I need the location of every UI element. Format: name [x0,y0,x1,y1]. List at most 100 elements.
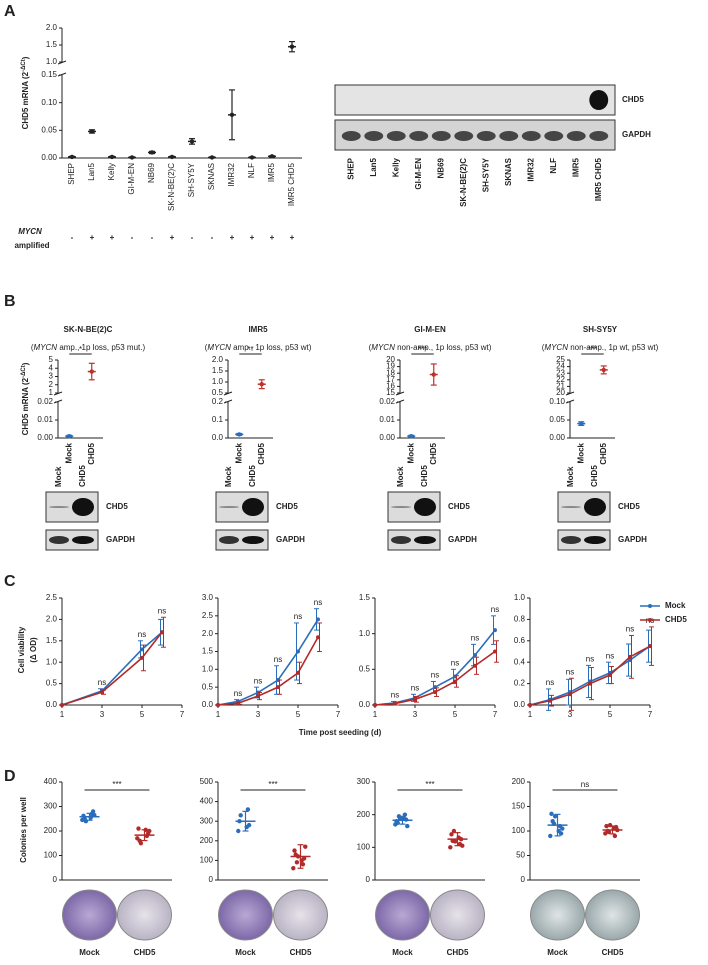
y-tick-label: 500 [200,777,214,786]
y-tick-label: 0.02 [379,397,395,406]
y-tick-label: 300 [200,816,214,825]
data-point [601,367,606,373]
data-point [136,826,141,831]
series-line [61,631,163,706]
y-tick-label: 2.0 [46,615,58,624]
data-point [373,703,377,707]
y-tick-label: 0.0 [212,433,224,442]
significance: *** [588,345,597,354]
x-tick-label: CHD5 [134,948,156,957]
data-point [259,382,264,387]
significance: ns [391,691,399,700]
lane-label: SHEP [346,157,355,179]
y-tick-label: 21 [556,382,565,391]
legend-label: Mock [665,601,686,610]
text-part: CHD5 mRNA (2 [21,377,30,435]
lane-label: Mock [54,466,63,487]
mycn-label: MYCN [18,227,42,236]
data-point [209,155,215,160]
y-tick-label: 0.05 [41,125,57,134]
y-tick-label: 300 [44,802,58,811]
y-tick-label: 1.5 [46,636,58,645]
y-tick-label: 2.0 [202,629,214,638]
text-part: amp., 1p loss, p53 wt) [231,343,312,352]
band [521,131,541,141]
text-part: CHD5 mRNA (2 [21,71,30,129]
band [341,131,361,141]
y-tick-label: 0 [366,875,371,884]
lane-label: IMR32 [526,157,535,181]
x-tick-label: CHD5 [429,442,438,464]
text-part: -ΔCt [21,365,27,378]
x-tick-label: IMR5 CHD5 [287,162,296,206]
mycn-sign: + [250,233,255,242]
band [219,506,239,508]
y-tick-label: 0.02 [37,397,53,406]
data-point [606,829,612,835]
colony-well [218,889,273,941]
mycn-sign: + [90,233,95,242]
data-point [149,150,155,155]
data-point [69,154,75,160]
y-tick-label: 1.5 [212,366,224,375]
x-tick-label: SHEP [67,163,76,185]
data-point [431,372,436,377]
text-part: ( [31,343,34,352]
lane-label: IMR5 CHD5 [594,157,603,201]
data-point [246,822,252,828]
band [584,498,606,516]
x-tick-label: 1 [528,710,533,719]
x-tick-label: Mock [235,948,256,957]
y-tick-label: 19 [386,362,395,371]
y-tick-label: 0.10 [549,397,565,406]
data-point [189,139,195,144]
x-tick-label: 5 [296,710,301,719]
data-point [292,848,297,853]
data-point [628,654,632,659]
x-tick-label: NLF [247,163,256,178]
text-part: ( [205,343,208,352]
y-tick-label: 0.5 [46,679,58,688]
y-axis-label: Cell viability [17,626,26,673]
blot-label: CHD5 [448,502,470,511]
data-point [90,809,96,814]
data-point [612,833,618,839]
y-tick-label: 0.0 [202,700,214,709]
data-point [588,681,592,686]
data-point [300,862,306,867]
mycn-sublabel: amplified [14,241,49,250]
y-tick-label: 0.00 [41,153,57,162]
colony-well [585,889,640,941]
y-tick-label: 0.01 [379,415,395,424]
significance: ns [274,655,282,664]
data-point [493,628,497,633]
y-tick-label: 17 [386,375,395,384]
blot [334,84,616,116]
x-tick-label: 7 [180,710,185,719]
data-point [473,663,477,668]
lane-label: CHD5 [78,465,87,487]
blot-label: GAPDH [276,535,305,544]
band [414,498,436,516]
x-tick-label: IMR5 [267,162,276,182]
y-tick-label: 100 [512,826,526,835]
chart-title: GI-M-EN [414,325,446,334]
significance: ns [234,689,242,698]
y-tick-label: 100 [357,842,371,851]
x-tick-label: 1 [373,710,378,719]
band [391,506,411,508]
data-point [316,617,320,622]
data-point [558,831,564,836]
y-tick-label: 200 [512,777,526,786]
band [589,131,609,141]
mycn-sign: + [290,233,295,242]
data-point [291,866,296,871]
label: (MYCN amp., 1p loss, p53 wt) [205,343,312,352]
y-tick-label: 0.0 [514,700,526,709]
lane-label: SKNAS [504,157,513,186]
data-point [237,432,242,437]
data-point [604,823,609,829]
lane-label: GI-M-EN [414,158,423,190]
legend-marker [648,618,652,622]
data-point [452,839,458,844]
